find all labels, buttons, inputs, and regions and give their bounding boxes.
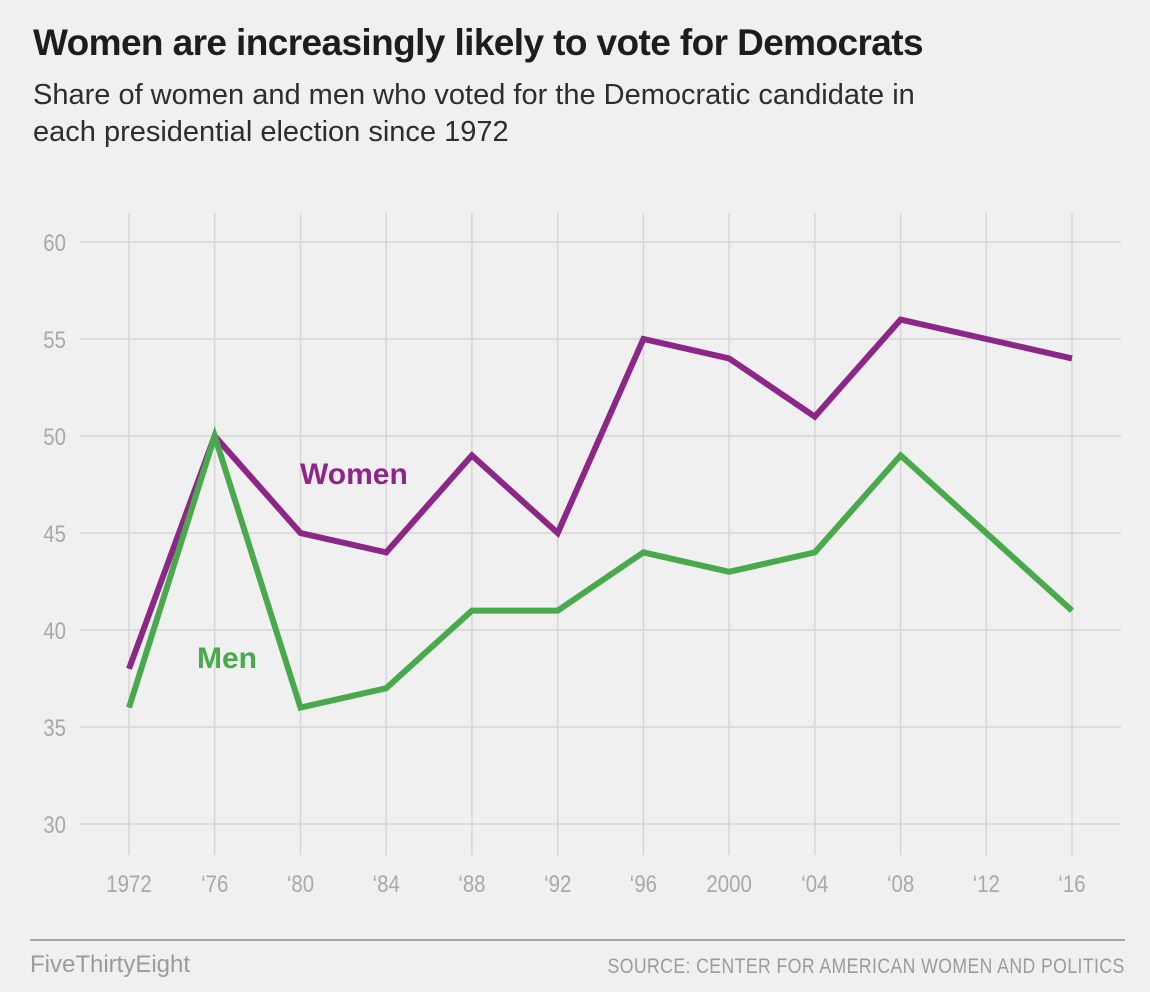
x-tick-label: 2000 [706,871,751,898]
brand-credit: FiveThirtyEight [30,951,191,978]
y-tick-label: 30 [43,812,66,839]
x-tick-label: ‘84 [373,871,400,898]
y-tick-label: 45 [43,521,66,548]
x-tick-label: ‘08 [887,871,914,898]
page-title: Women are increasingly likely to vote fo… [33,22,924,63]
x-tick-label: ‘88 [458,871,485,898]
y-tick-label: 60 [43,230,66,257]
x-tick-label: ‘92 [544,871,571,898]
x-tick-label: ‘96 [630,871,657,898]
men-series-label: Men [197,642,257,675]
women-series-label: Women [300,458,408,491]
y-tick-label: 35 [43,715,66,742]
y-tick-label: 40 [43,618,66,645]
chart-header: Women are increasingly likely to vote fo… [33,22,983,152]
men-line [126,426,1075,712]
x-tick-label: ‘76 [201,871,228,898]
y-tick-label: 50 [43,424,66,451]
women-line [126,316,1073,670]
x-tick-label: ‘80 [287,871,314,898]
x-tick-label: 1972 [106,871,151,898]
page-subtitle: Share of women and men who voted for the… [33,78,915,149]
source-credit: SOURCE: CENTER FOR AMERICAN WOMEN AND PO… [607,955,1125,978]
x-tick-label: ‘12 [973,871,1000,898]
footer-divider [30,939,1125,941]
x-tick-label: ‘04 [801,871,828,898]
y-tick-label: 55 [43,327,66,354]
x-tick-label: ‘16 [1058,871,1085,898]
